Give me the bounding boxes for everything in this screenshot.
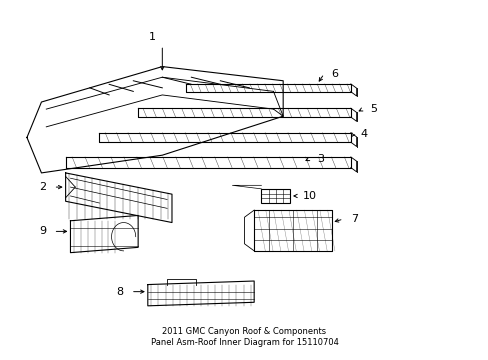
Text: 9: 9: [39, 226, 46, 237]
Text: 4: 4: [360, 129, 367, 139]
Text: 10: 10: [302, 191, 316, 201]
Text: 3: 3: [316, 154, 324, 164]
Text: 2: 2: [39, 182, 46, 192]
Text: 6: 6: [331, 69, 338, 79]
Text: 5: 5: [369, 104, 376, 114]
Text: 2011 GMC Canyon Roof & Components
Panel Asm-Roof Inner Diagram for 15110704: 2011 GMC Canyon Roof & Components Panel …: [150, 327, 338, 347]
Text: 7: 7: [350, 214, 357, 224]
Text: 1: 1: [149, 32, 156, 42]
Text: 8: 8: [116, 287, 123, 297]
